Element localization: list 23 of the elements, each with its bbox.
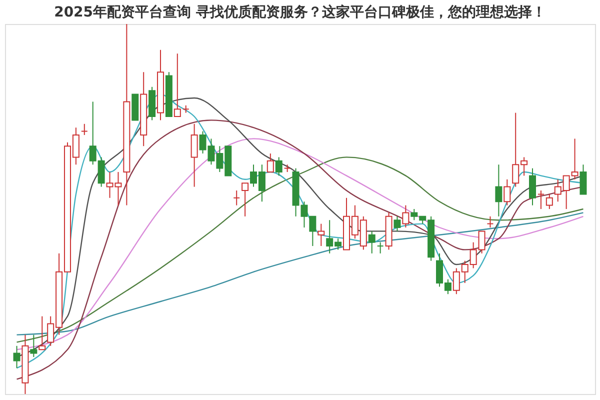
candlestick bbox=[80, 123, 88, 136]
candlestick bbox=[13, 345, 20, 369]
candlestick bbox=[266, 153, 274, 172]
candlestick bbox=[529, 168, 536, 206]
candlestick bbox=[275, 156, 282, 176]
candlestick bbox=[190, 123, 198, 188]
candlestick bbox=[486, 216, 494, 228]
candlestick bbox=[376, 242, 384, 254]
candlestick bbox=[394, 216, 401, 232]
candlestick bbox=[402, 204, 410, 228]
chart-title: 2025年配资平台查询 寻找优质配资服务？这家平台口碑极佳，您的理想选择！ bbox=[54, 4, 546, 20]
candlestick bbox=[38, 316, 46, 350]
candlestick bbox=[580, 164, 587, 195]
candlestick bbox=[318, 223, 325, 246]
candlestick bbox=[242, 182, 249, 217]
candlestick bbox=[30, 334, 38, 358]
candlestick bbox=[368, 230, 376, 254]
candlestick bbox=[546, 194, 553, 210]
candlestick bbox=[174, 53, 181, 117]
candlestick bbox=[495, 164, 502, 217]
candlestick bbox=[233, 190, 240, 206]
candlestick bbox=[504, 178, 511, 206]
candlestick bbox=[537, 190, 544, 210]
